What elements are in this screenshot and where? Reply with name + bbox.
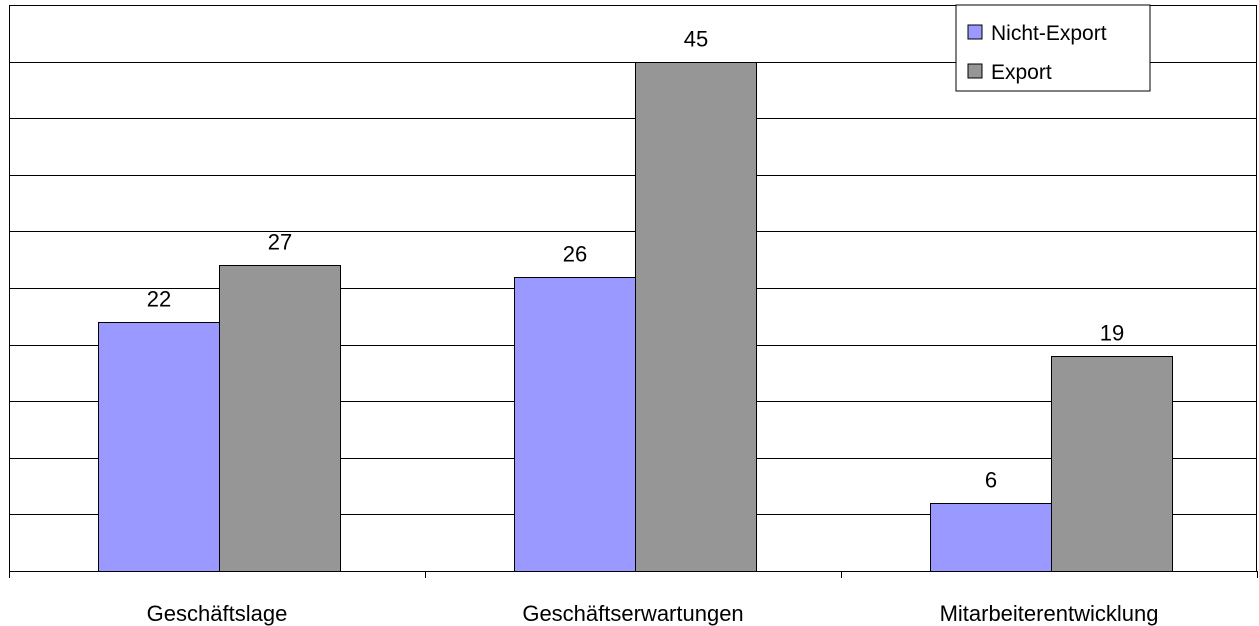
- bar-nicht-export-3: [930, 503, 1052, 572]
- legend: Nicht-Export Export: [955, 4, 1151, 92]
- bar-nicht-export-2: [514, 277, 636, 572]
- x-tick-label: Mitarbeiterentwicklung: [940, 601, 1159, 626]
- legend-box: [955, 4, 1151, 92]
- x-tick-label: Geschäftslage: [147, 601, 288, 626]
- data-label: 22: [147, 287, 171, 312]
- bar-export-1: [219, 265, 341, 572]
- legend-label-export: Export: [991, 61, 1052, 84]
- x-axis: Geschäftslage Geschäftserwartungen Mitarbe…: [9, 571, 1258, 626]
- data-label: 19: [1100, 321, 1124, 346]
- data-label: 45: [684, 27, 708, 52]
- bars: [98, 62, 1173, 572]
- legend-label-nicht-export: Nicht-Export: [991, 22, 1107, 45]
- x-tick-label: Geschäftserwartungen: [522, 601, 743, 626]
- bar-export-2: [635, 62, 757, 572]
- bar-nicht-export-1: [98, 322, 220, 572]
- data-labels: 22 27 26 45 6 19: [147, 27, 1124, 493]
- legend-swatch-export: [967, 63, 983, 79]
- data-label: 26: [563, 242, 587, 267]
- bar-export-3: [1051, 356, 1173, 572]
- data-label: 6: [985, 468, 997, 493]
- legend-swatch-nicht-export: [967, 24, 983, 40]
- data-label: 27: [268, 230, 292, 255]
